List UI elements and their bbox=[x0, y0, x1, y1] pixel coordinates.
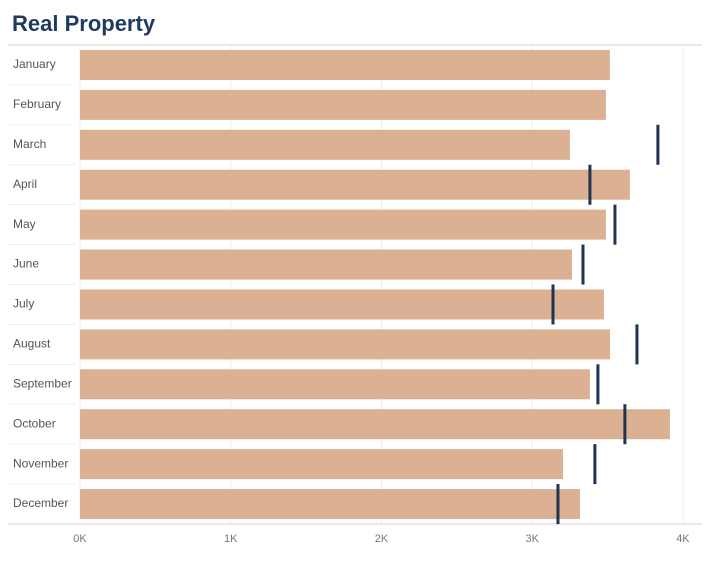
target-marker bbox=[613, 204, 617, 245]
target-marker bbox=[593, 444, 597, 485]
target-marker bbox=[623, 404, 627, 445]
target-marker bbox=[635, 324, 639, 365]
target-marker bbox=[656, 124, 660, 165]
x-tick-label: 2K bbox=[375, 533, 389, 545]
y-tick-label: November bbox=[13, 456, 68, 470]
bar bbox=[80, 49, 610, 80]
bar bbox=[80, 89, 606, 120]
y-tick-label: August bbox=[13, 337, 51, 351]
y-tick-label: June bbox=[13, 257, 39, 271]
y-tick-label: April bbox=[13, 177, 37, 191]
bar bbox=[80, 129, 570, 160]
y-tick-label: February bbox=[13, 97, 61, 111]
bar bbox=[80, 409, 670, 440]
bar bbox=[80, 489, 580, 520]
y-tick-label: March bbox=[13, 137, 46, 151]
target-marker bbox=[588, 164, 592, 205]
bar bbox=[80, 169, 630, 200]
target-marker bbox=[556, 484, 560, 525]
bar bbox=[80, 329, 610, 360]
bar bbox=[80, 369, 590, 400]
target-marker bbox=[581, 244, 585, 285]
y-tick-label: December bbox=[13, 496, 68, 510]
bar bbox=[80, 249, 572, 280]
y-tick-label: October bbox=[13, 416, 56, 430]
y-tick-label: January bbox=[13, 57, 56, 71]
bar bbox=[80, 449, 563, 480]
bar bbox=[80, 209, 606, 240]
bar bbox=[80, 289, 604, 320]
y-tick-label: May bbox=[13, 217, 36, 231]
x-tick-label: 0K bbox=[73, 533, 87, 545]
y-tick-label: July bbox=[13, 297, 34, 311]
x-tick-label: 1K bbox=[224, 533, 238, 545]
x-tick-label: 3K bbox=[525, 533, 539, 545]
y-tick-label: September bbox=[13, 376, 72, 390]
target-marker bbox=[551, 284, 555, 325]
target-marker bbox=[596, 364, 600, 405]
x-tick-label: 4K bbox=[676, 533, 690, 545]
chart-title: Real Property bbox=[12, 11, 156, 36]
